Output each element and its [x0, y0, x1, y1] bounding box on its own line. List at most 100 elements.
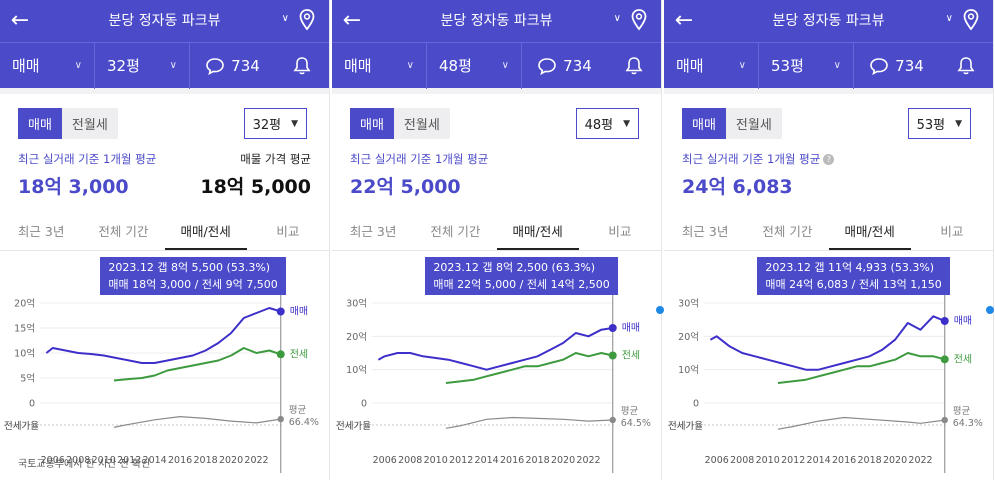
size-select[interactable]: 53평 ▼: [907, 108, 971, 139]
tab-all-period[interactable]: 전체 기간: [762, 224, 813, 239]
chevron-down-icon[interactable]: ∨: [281, 13, 289, 24]
price-chart-svg: 20억 15억 10억 5억 0 전세가율 2006 2008 2010 2012 2014 2016…: [4, 259, 319, 473]
y-tick-label: 10억: [14, 348, 35, 360]
deal-type-toggle: 매매 전월세: [350, 108, 450, 139]
toggle-sale[interactable]: 매매: [350, 108, 394, 139]
chart-tooltip: 2023.12 갭 8억 2,500 (63.3%) 매매 22억 5,000 …: [425, 257, 618, 295]
y-tick-label: 20억: [678, 331, 699, 343]
y-tick-label: 10억: [678, 364, 699, 376]
jeonse-end-label: 전세: [622, 350, 640, 362]
tab-recent-3y[interactable]: 최근 3년: [349, 224, 397, 239]
sale-end-label: 매매: [954, 315, 972, 327]
sale-series-line: [45, 307, 281, 364]
comments-button[interactable]: 734: [522, 43, 607, 89]
tab-sale-jeonse[interactable]: 매매/전세: [496, 213, 579, 250]
bell-icon: [957, 56, 975, 74]
notification-button[interactable]: [607, 43, 661, 89]
sale-end-point: [608, 324, 617, 332]
comments-button[interactable]: 734: [854, 43, 939, 89]
size-dropdown[interactable]: 48평 ∨: [427, 42, 522, 89]
back-button[interactable]: ←: [332, 0, 372, 42]
map-pin-icon[interactable]: [299, 9, 315, 31]
recent-price-value: 18억 3,000: [18, 176, 129, 198]
y-tick-label: 20억: [346, 331, 367, 343]
jeonse-series-line: [777, 352, 945, 384]
back-button[interactable]: ←: [0, 0, 40, 42]
size-dropdown[interactable]: 53평 ∨: [759, 42, 854, 89]
y-tick-label: 10억: [346, 364, 367, 376]
page-title[interactable]: 분당 정자동 파크뷰: [440, 13, 553, 29]
size-select-value: 32평: [252, 118, 282, 133]
speech-bubble-icon: [206, 57, 224, 75]
chevron-down-icon[interactable]: ∨: [945, 13, 953, 24]
page-title[interactable]: 분당 정자동 파크뷰: [772, 13, 885, 29]
tab-all-period[interactable]: 전체 기간: [98, 224, 149, 239]
tab-compare[interactable]: 비교: [940, 224, 964, 239]
ratio-end-point: [941, 416, 948, 424]
arrow-left-icon: ←: [10, 8, 30, 33]
tab-sale-jeonse[interactable]: 매매/전세: [164, 213, 247, 250]
x-tick-label: 2016: [500, 455, 524, 466]
jeonse-end-point: [940, 355, 949, 364]
tab-sale-jeonse[interactable]: 매매/전세: [828, 213, 911, 250]
map-pin-icon[interactable]: [963, 9, 979, 31]
period-tabs: 최근 3년 전체 기간 매매/전세 비교: [664, 213, 993, 251]
recent-price-value: 22억 5,000: [350, 176, 461, 198]
tab-recent-3y[interactable]: 최근 3년: [681, 224, 729, 239]
tooltip-gap: 2023.12 갭 8억 5,500 (53.3%): [108, 261, 271, 274]
x-tick-label: 2022: [244, 455, 268, 466]
back-button[interactable]: ←: [664, 0, 704, 42]
trade-type-dropdown[interactable]: 매매 ∨: [0, 42, 95, 89]
ratio-series-line: [777, 416, 945, 430]
chart-tooltip: 2023.12 갭 8억 5,500 (53.3%) 매매 18억 3,000 …: [100, 257, 286, 295]
page-title[interactable]: 분당 정자동 파크뷰: [108, 13, 221, 29]
x-tick-label: 2010: [756, 455, 780, 466]
map-pin-icon[interactable]: [631, 9, 647, 31]
x-tick-label: 2006: [373, 455, 397, 466]
sale-end-label: 매매: [290, 306, 308, 318]
tab-recent-3y[interactable]: 최근 3년: [17, 224, 65, 239]
y-tick-label: 0: [693, 399, 699, 410]
notification-button[interactable]: [939, 43, 993, 89]
avg-value-label: 64.5%: [621, 418, 651, 429]
size-select[interactable]: 32평 ▼: [243, 108, 307, 139]
speech-bubble-icon: [538, 57, 556, 75]
price-chart[interactable]: 30억 20억 10억 0 전세가율 2006 2008 2010 2012 2014 2016 20…: [332, 251, 661, 480]
x-tick-label: 2022: [576, 455, 600, 466]
avg-label: 평균: [953, 406, 971, 417]
toggle-rent[interactable]: 전월세: [403, 118, 440, 133]
trade-type-label: 매매: [344, 57, 372, 75]
trade-type-dropdown[interactable]: 매매 ∨: [664, 42, 759, 89]
triangle-down-icon: ▼: [955, 118, 962, 129]
size-select[interactable]: 48평 ▼: [575, 108, 639, 139]
listing-price-value: 18억 5,000: [200, 176, 311, 198]
tooltip-prices: 매매 24억 6,083 / 전세 13억 1,150: [765, 278, 942, 291]
tab-all-period[interactable]: 전체 기간: [430, 224, 481, 239]
tooltip-gap: 2023.12 갭 8억 2,500 (63.3%): [433, 261, 596, 274]
tab-compare[interactable]: 비교: [276, 224, 300, 239]
x-tick-label: 2020: [219, 455, 243, 466]
notification-button[interactable]: [275, 43, 329, 89]
toggle-sale[interactable]: 매매: [18, 108, 62, 139]
x-tick-label: 2008: [66, 455, 90, 466]
help-icon[interactable]: ?: [823, 154, 835, 165]
price-chart[interactable]: 20억 15억 10억 5억 0 전세가율 2006 2008 2010 2012 2014 2016…: [0, 251, 329, 480]
avg-label: 평균: [621, 406, 639, 417]
toggle-rent[interactable]: 전월세: [735, 118, 772, 133]
filter-bar: 매매 ∨ 32평 ∨ 734: [0, 42, 329, 89]
size-dropdown[interactable]: 32평 ∨: [95, 42, 190, 89]
app-bar: ← 분당 정자동 파크뷰 ∨: [0, 0, 329, 42]
chevron-down-icon[interactable]: ∨: [613, 13, 621, 24]
comments-button[interactable]: 734: [190, 43, 275, 89]
tab-compare[interactable]: 비교: [608, 224, 632, 239]
trade-type-dropdown[interactable]: 매매 ∨: [332, 42, 427, 89]
sale-series-line: [377, 327, 613, 371]
size-select-value: 53평: [916, 118, 946, 133]
period-tabs: 최근 3년 전체 기간 매매/전세 비교: [0, 213, 329, 251]
x-tick-label: 2010: [424, 455, 448, 466]
toggle-rent[interactable]: 전월세: [71, 118, 108, 133]
toggle-sale[interactable]: 매매: [682, 108, 726, 139]
jeonse-end-label: 전세: [954, 353, 972, 365]
price-chart[interactable]: 30억 20억 10억 0 전세가율 2006 2008 2010 2012 2014 2016 20…: [664, 251, 993, 480]
